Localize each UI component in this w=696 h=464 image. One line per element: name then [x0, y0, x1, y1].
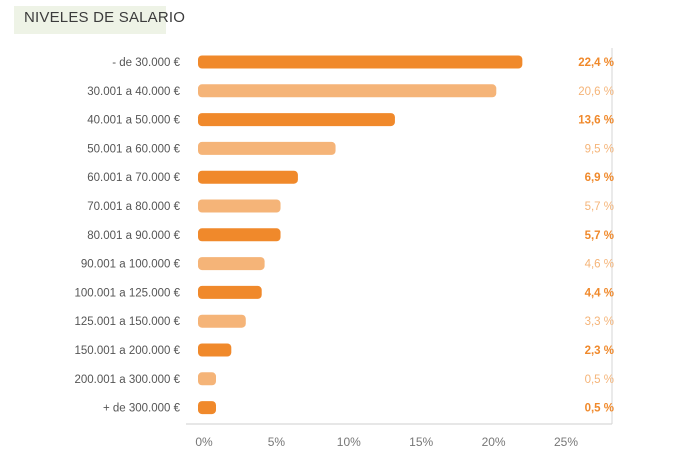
x-tick-label-1: 0%: [195, 435, 213, 449]
bar-2: [198, 84, 497, 98]
bar-10: [198, 314, 246, 328]
category-label-4: 50.001 a 60.000 €: [87, 143, 180, 155]
value-label-7: 5,7 %: [585, 230, 614, 242]
category-label-13: + de 300.000 €: [103, 403, 181, 415]
x-tick-label-2: 5%: [268, 435, 286, 449]
value-label-12: 0,5 %: [585, 374, 614, 386]
bar-3: [198, 113, 395, 127]
chart-title: NIVELES DE SALARIO: [24, 9, 186, 26]
value-label-10: 3,3 %: [585, 316, 614, 328]
category-label-9: 100.001 a 125.000 €: [74, 287, 180, 299]
value-label-9: 4,4 %: [585, 287, 614, 299]
title-background: [14, 6, 166, 34]
value-label-5: 6,9 %: [585, 172, 614, 184]
category-label-7: 80.001 a 90.000 €: [87, 230, 180, 242]
bar-1: [198, 55, 523, 69]
category-label-11: 150.001 a 200.000 €: [74, 345, 180, 357]
category-label-6: 70.001 a 80.000 €: [87, 201, 180, 213]
category-label-10: 125.001 a 150.000 €: [74, 316, 180, 328]
value-label-6: 5,7 %: [585, 201, 614, 213]
value-label-3: 13,6 %: [578, 115, 614, 127]
category-label-2: 30.001 a 40.000 €: [87, 86, 180, 98]
bar-12: [198, 372, 216, 386]
x-tick-label-3: 10%: [337, 435, 361, 449]
bar-4: [198, 141, 336, 155]
category-label-8: 90.001 a 100.000 €: [81, 259, 181, 271]
bar-9: [198, 285, 262, 299]
bar-5: [198, 170, 298, 184]
category-label-5: 60.001 a 70.000 €: [87, 172, 180, 184]
bar-13: [198, 401, 216, 415]
bars-group: [198, 55, 523, 415]
value-label-4: 9,5 %: [585, 143, 614, 155]
value-label-11: 2,3 %: [585, 345, 614, 357]
bar-11: [198, 343, 232, 357]
value-labels: 22,4 % 20,6 % 13,6 % 9,5 % 6,9 % 5,7 % 5,7 % 4,…: [578, 57, 614, 415]
bar-8: [198, 257, 265, 271]
x-tick-label-4: 15%: [409, 435, 433, 449]
value-label-13: 0,5 %: [585, 403, 614, 415]
category-label-3: 40.001 a 50.000 €: [87, 115, 180, 127]
value-label-2: 20,6 %: [578, 86, 614, 98]
value-label-8: 4,6 %: [585, 259, 614, 271]
x-tick-label-5: 20%: [482, 435, 506, 449]
category-label-1: - de 30.000 €: [112, 57, 180, 69]
category-labels: - de 30.000 € 30.001 a 40.000 € 40.001 a 5…: [74, 57, 180, 415]
x-tick-label-6: 25%: [554, 435, 578, 449]
bar-7: [198, 228, 281, 242]
bar-6: [198, 199, 281, 213]
category-label-12: 200.001 a 300.000 €: [74, 374, 180, 386]
x-tick-labels: 0% 5% 10% 15% 20% 25%: [195, 435, 578, 449]
value-label-1: 22,4 %: [578, 57, 614, 69]
